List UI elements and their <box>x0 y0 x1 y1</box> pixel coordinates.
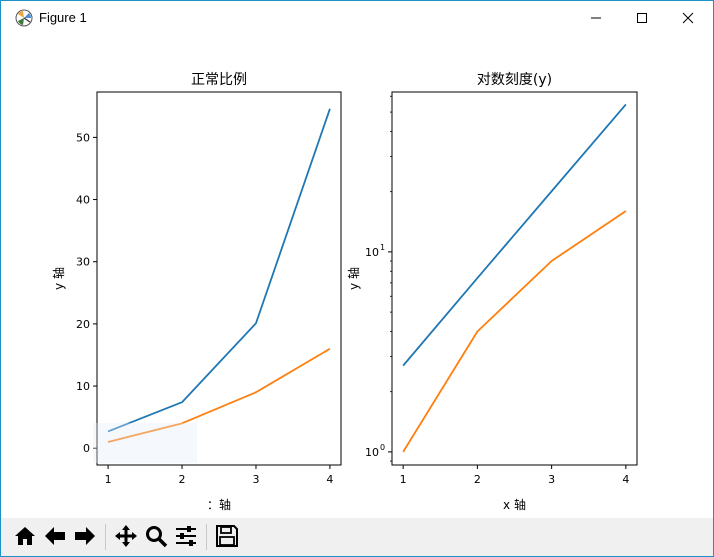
zoom-icon <box>146 526 168 548</box>
configure-subplots-button[interactable] <box>172 521 200 551</box>
close-button[interactable] <box>665 1 711 35</box>
maximize-button[interactable] <box>619 1 665 35</box>
y-tick-label: 10 <box>76 380 90 393</box>
toolbar-separator <box>105 524 106 550</box>
series-line-2 <box>107 347 331 443</box>
y-axis-label: y 轴 <box>346 267 361 290</box>
home-icon <box>15 527 35 545</box>
selection-highlight <box>93 423 197 463</box>
x-tick-label: 3 <box>252 473 259 486</box>
y-tick-label: 50 <box>76 131 90 144</box>
forward-icon <box>75 527 95 545</box>
toolbar-separator <box>206 524 207 550</box>
axes-frame <box>96 91 342 466</box>
pan-icon <box>115 525 137 547</box>
minimize-button[interactable] <box>573 1 619 35</box>
y-tick-label: 20 <box>76 318 90 331</box>
home-button[interactable] <box>11 521 39 551</box>
y-axis-label: y 轴 <box>51 267 66 290</box>
y-tick-exponent: 0 <box>380 443 385 452</box>
close-icon <box>682 12 694 24</box>
navigation-toolbar <box>1 518 713 556</box>
save-button[interactable] <box>213 521 241 551</box>
x-tick-label: 4 <box>622 473 629 486</box>
series-line-1 <box>402 103 627 367</box>
x-tick-label: 1 <box>400 473 407 486</box>
y-tick-exponent: 1 <box>380 243 385 252</box>
x-axis-label: x 轴 <box>503 497 526 512</box>
pan-button[interactable] <box>112 521 140 551</box>
matplotlib-logo-icon <box>15 9 33 27</box>
configure-subplots-icon <box>176 526 196 546</box>
back-button[interactable] <box>41 521 69 551</box>
x-tick-label: 2 <box>179 473 186 486</box>
x-axis-label: ：轴 <box>207 497 231 512</box>
chart-title: 对数刻度(y) <box>477 72 552 88</box>
axes-frame <box>391 91 638 466</box>
maximize-icon <box>637 13 647 23</box>
chart-title: 正常比例 <box>191 72 247 88</box>
back-icon <box>45 527 65 545</box>
series-line-2 <box>402 210 627 453</box>
zoom-button[interactable] <box>142 521 170 551</box>
series-line-1 <box>107 108 331 433</box>
x-tick-label: 2 <box>474 473 481 486</box>
window-title: Figure 1 <box>39 10 87 25</box>
x-tick-label: 4 <box>326 473 333 486</box>
y-tick-label: 10 <box>365 446 379 459</box>
y-tick-label: 40 <box>76 194 90 207</box>
forward-button[interactable] <box>71 521 99 551</box>
y-tick-label: 30 <box>76 256 90 269</box>
minimize-icon <box>591 17 601 19</box>
x-tick-label: 1 <box>105 473 112 486</box>
title-bar: Figure 1 <box>1 1 713 35</box>
x-tick-label: 3 <box>548 473 555 486</box>
save-icon <box>216 525 238 547</box>
y-tick-label: 10 <box>365 246 379 259</box>
y-tick-label: 0 <box>83 442 90 455</box>
